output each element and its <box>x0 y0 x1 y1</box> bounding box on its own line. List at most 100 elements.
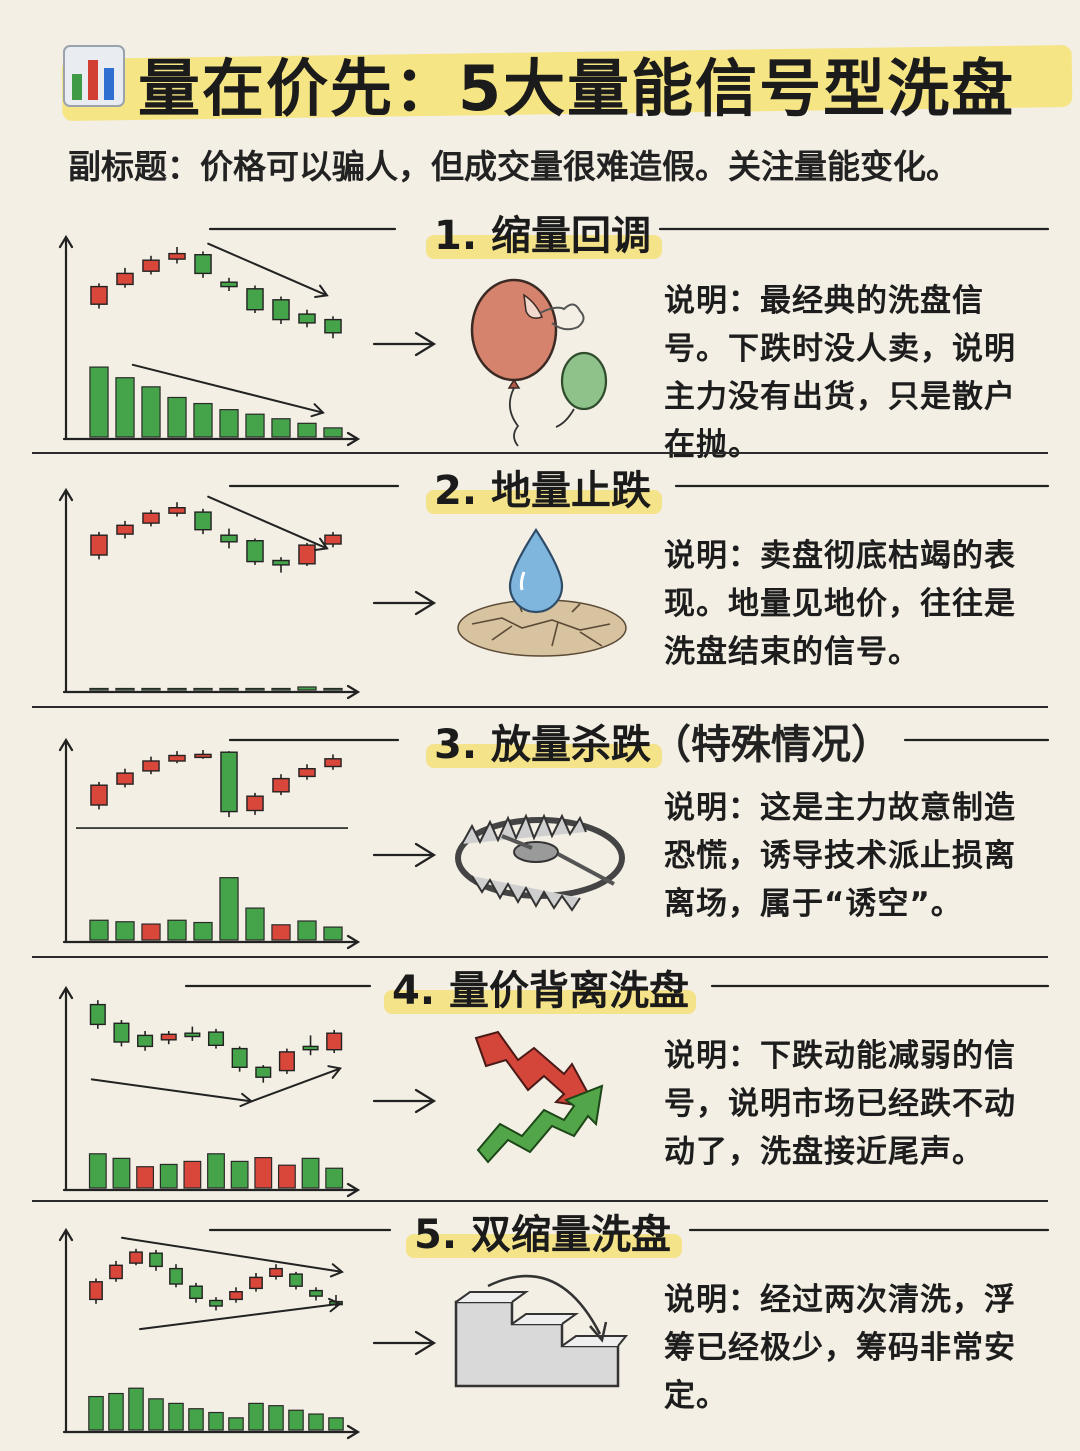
section-title-highlight <box>426 490 662 514</box>
volume-bar <box>89 366 109 438</box>
candle <box>272 559 290 566</box>
candle <box>298 768 316 778</box>
candle <box>220 534 238 543</box>
bar-chart-icon <box>63 45 125 107</box>
section-title: 5. 双缩量洗盘 <box>414 1212 671 1258</box>
reversal-arrows-icon <box>474 1030 604 1164</box>
volume-bar <box>89 687 109 691</box>
chart-axes <box>58 487 361 700</box>
right-arrow-icon <box>372 842 437 868</box>
section-title-highlight <box>406 1234 682 1258</box>
volume-bar <box>268 1405 284 1431</box>
trend-arrow <box>131 363 325 418</box>
page-subtitle: 副标题：价格可以骗人，但成交量很难造假。关注量能变化。 <box>68 147 959 186</box>
candle <box>168 754 186 762</box>
volume-bar <box>183 1160 202 1189</box>
candle <box>278 1051 295 1072</box>
volume-bar <box>167 396 187 438</box>
volume-bar <box>89 919 109 941</box>
candle <box>89 1003 106 1026</box>
volume-bar <box>301 1157 320 1189</box>
section-title-rule <box>184 984 1050 988</box>
volume-bar <box>193 687 213 691</box>
candle <box>113 1022 130 1043</box>
volume-bar <box>141 386 161 438</box>
volume-bar <box>115 377 135 438</box>
candle <box>309 1289 323 1297</box>
right-arrow-icon <box>372 1088 437 1114</box>
volume-bar <box>230 1160 249 1189</box>
volume-bar <box>323 687 343 691</box>
volume-bar <box>208 1411 224 1431</box>
candle <box>194 254 212 275</box>
candle <box>249 1276 263 1290</box>
candle <box>324 534 342 545</box>
section-title-highlight <box>426 235 662 259</box>
volume-bar <box>108 1392 124 1431</box>
candle <box>220 751 238 813</box>
right-arrow-icon <box>372 590 437 616</box>
candle <box>272 777 290 793</box>
deflating-balloon-icon <box>470 278 608 447</box>
volume-bar <box>193 402 213 438</box>
section-title-highlight <box>384 990 696 1014</box>
candle <box>109 1264 123 1280</box>
candlestick-volume-chart <box>58 1227 361 1440</box>
section-description: 说明：这是主力故意制造恐慌，诱导技术派止损离离场，属于“诱空”。 <box>664 790 1016 922</box>
volume-bar <box>248 1402 264 1431</box>
candle <box>90 534 108 556</box>
candle <box>194 753 212 759</box>
section-title: 1. 缩量回调 <box>434 213 651 259</box>
section-title-rule <box>208 1228 1050 1232</box>
volume-bar <box>141 923 161 941</box>
candle <box>246 795 264 812</box>
candlestick-volume-chart <box>58 985 361 1198</box>
volume-bar <box>88 1153 107 1189</box>
candle <box>246 288 264 311</box>
volume-bar <box>159 1163 178 1189</box>
volume-bar <box>271 418 291 438</box>
candle <box>142 760 160 772</box>
volume-bar <box>167 919 187 941</box>
section-title-rule <box>228 738 1050 742</box>
candle <box>207 1031 225 1046</box>
candle <box>302 1045 319 1051</box>
candle <box>137 1034 154 1048</box>
volume-bar <box>297 422 317 438</box>
descending-stairs-icon <box>454 1274 629 1388</box>
volume-bar <box>325 1167 344 1189</box>
chart-axes <box>58 985 361 1198</box>
candle <box>289 1273 303 1287</box>
candlestick-volume-chart <box>58 737 361 950</box>
candle <box>169 1267 183 1285</box>
volume-bar <box>277 1164 296 1189</box>
section-title-rule <box>228 484 1050 488</box>
section-title: 3. 放量杀跌（特殊情况） <box>434 722 891 768</box>
candle <box>298 544 316 565</box>
candle <box>220 281 238 288</box>
water-drop-on-dry-ground-icon <box>457 527 627 657</box>
volume-bar <box>219 877 239 941</box>
section-3: 3. 放量杀跌（特殊情况） 说明：这是主力故意制造恐慌，诱导技术派止损离离场，属… <box>0 716 1080 961</box>
volume-bar <box>323 427 343 438</box>
right-arrow-icon <box>372 331 437 357</box>
candle <box>229 1291 243 1301</box>
candle <box>194 511 212 531</box>
volume-bar <box>254 1157 273 1189</box>
section-title-rule <box>208 227 1050 231</box>
volume-bar <box>141 687 161 691</box>
trend-arrow <box>207 495 329 551</box>
section-4: 4. 量价背离洗盘 说明：下跌动能减弱的信号，说明市场已经跌不动动了，洗盘接近尾… <box>0 962 1080 1207</box>
chart-axes <box>58 1227 361 1440</box>
bear-trap-icon <box>455 813 625 912</box>
section-title-highlight <box>426 744 662 768</box>
chart-axes <box>58 737 361 950</box>
candle <box>168 507 186 514</box>
section-title: 2. 地量止跌 <box>434 468 651 514</box>
candle <box>90 784 108 806</box>
trend-arrow <box>139 1297 342 1331</box>
page-title: 量在价先：5大量能信号型洗盘 <box>138 52 1016 125</box>
volume-bar <box>328 1417 344 1431</box>
volume-bar <box>112 1157 131 1189</box>
